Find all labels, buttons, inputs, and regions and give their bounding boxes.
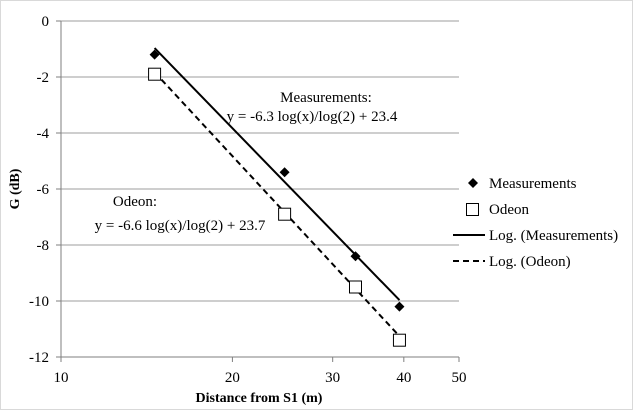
legend: Measurements Odeon Log. (Measurements) L… <box>453 176 618 270</box>
legend-label-log-measurements: Log. (Measurements) <box>489 228 618 244</box>
legend-item-log-odeon: Log. (Odeon) <box>453 254 571 270</box>
y-tick-label: 0 <box>42 14 50 30</box>
x-axis-title: Distance from S1 (m) <box>196 391 323 406</box>
y-tick-label: -10 <box>29 294 49 310</box>
y-tick-label: -8 <box>37 238 50 254</box>
odeon-annotation-title: Odeon: <box>113 194 157 210</box>
legend-label-odeon: Odeon <box>489 202 529 218</box>
y-tick-label: -2 <box>37 70 50 86</box>
marker-layer <box>148 49 406 347</box>
legend-label-measurements: Measurements <box>489 176 577 192</box>
measurements-annotation-title: Measurements: <box>280 90 372 106</box>
x-tick-label: 20 <box>225 370 240 386</box>
measurements-point <box>149 49 160 60</box>
legend-diamond-marker <box>468 178 478 188</box>
y-tick-label: -6 <box>37 182 50 198</box>
odeon-point <box>348 280 362 294</box>
x-tick-label: 50 <box>452 370 467 386</box>
y-tick-label: -4 <box>37 126 50 142</box>
odeon-point <box>392 333 406 347</box>
odeon-point <box>148 67 162 81</box>
odeon-point <box>278 207 292 221</box>
x-tick-label: 10 <box>54 370 69 386</box>
measurements-annotation-equation: y = -6.3 log(x)/log(2) + 23.4 <box>227 109 398 125</box>
legend-label-log-odeon: Log. (Odeon) <box>489 254 571 270</box>
measurements-point <box>394 301 405 312</box>
odeon-annotation-equation: y = -6.6 log(x)/log(2) + 23.7 <box>95 218 266 234</box>
legend-item-measurements: Measurements <box>468 176 577 192</box>
trendline-measurements <box>153 47 401 301</box>
x-tick-label: 40 <box>396 370 411 386</box>
y-tick-label: -12 <box>29 350 49 366</box>
grid-layer <box>61 20 459 302</box>
measurements-point <box>279 167 290 178</box>
y-axis-title: G (dB) <box>8 168 23 209</box>
legend-item-log-measurements: Log. (Measurements) <box>453 228 618 244</box>
measurements-point <box>350 251 361 262</box>
legend-square-marker <box>466 203 479 216</box>
x-tick-label: 30 <box>325 370 340 386</box>
axes-layer: 0 -2 -4 -6 -8 -10 -12 10 20 30 40 50 <box>29 14 467 386</box>
legend-item-odeon: Odeon <box>466 202 529 218</box>
